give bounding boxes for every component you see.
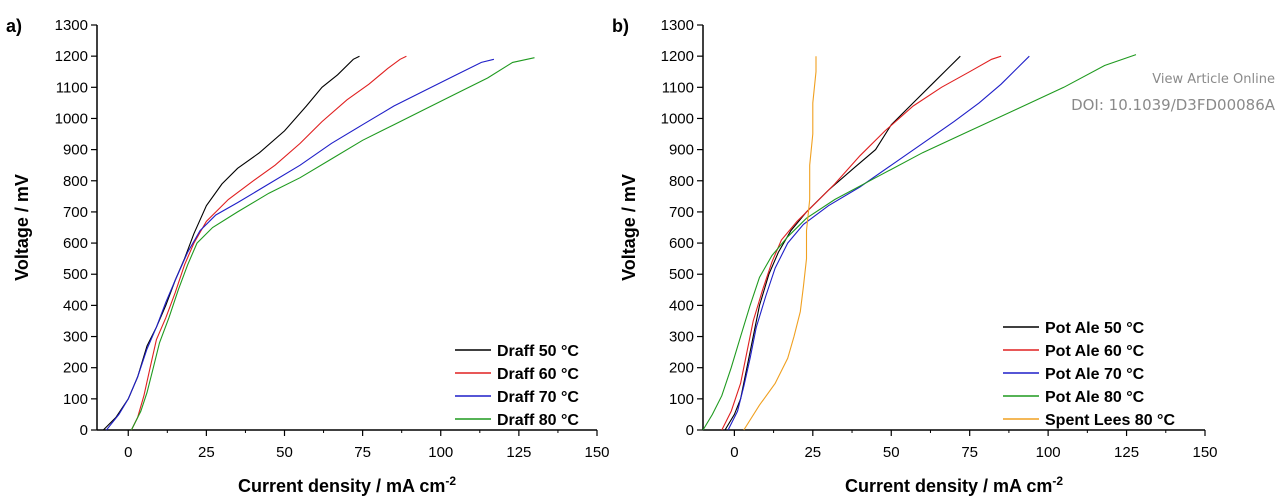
chart-panel-a: 0 25 50 75 100 125 150 0 100 200 300 400 500 600 700 80…: [6, 16, 610, 496]
x-axis-label-superscript: -2: [1052, 474, 1063, 488]
y-tick-label: 700: [63, 204, 88, 221]
series-line: [724, 55, 961, 431]
x-axis-label-text: Current density / mA cm: [238, 476, 445, 496]
x-axis-label-superscript: -2: [445, 474, 456, 488]
x-tick-label: 100: [428, 444, 453, 461]
y-tick-label: 1000: [661, 110, 694, 127]
legend-label: Pot Ale 60 °C: [1045, 343, 1145, 360]
y-tick-label: 1200: [661, 48, 694, 65]
y-tick-label: 800: [63, 173, 88, 190]
x-tick-label: 0: [124, 444, 132, 461]
series-line: [102, 55, 360, 431]
x-axis-label: Current density / mA cm-2: [238, 474, 456, 496]
watermark-doi: DOI: 10.1039/D3FD00086A: [1071, 96, 1275, 114]
legend-label: Pot Ale 80 °C: [1045, 389, 1145, 406]
y-tick-label: 300: [63, 329, 88, 346]
panel-label: a): [6, 16, 22, 36]
chart-panel-b: 0 25 50 75 100 125 150 0 100 200 300 400 500 600 700 80…: [612, 16, 1218, 496]
y-tick-label: 400: [669, 297, 694, 314]
x-tick-label: 125: [1114, 444, 1139, 461]
legend-label: Pot Ale 70 °C: [1045, 366, 1145, 383]
x-axis-label: Current density / mA cm-2: [845, 474, 1063, 496]
y-tick-label: 200: [669, 360, 694, 377]
x-tick-label: 150: [1192, 444, 1217, 461]
legend-label: Draff 70 °C: [497, 389, 579, 406]
legend-label: Spent Lees 80 °C: [1045, 412, 1175, 429]
x-tick-label: 0: [730, 444, 738, 461]
y-tick-label: 600: [669, 235, 694, 252]
y-tick-label: 300: [669, 329, 694, 346]
legend-label: Draff 80 °C: [497, 412, 579, 429]
y-tick-label: 0: [686, 422, 694, 439]
y-tick-label: 600: [63, 235, 88, 252]
x-tick-label: 50: [276, 444, 293, 461]
x-tick-label: 25: [198, 444, 215, 461]
series-line: [130, 57, 535, 431]
watermark-view-article: View Article Online: [1152, 72, 1275, 87]
x-axis-label-text: Current density / mA cm: [845, 476, 1052, 496]
legend-label: Pot Ale 50 °C: [1045, 320, 1145, 337]
y-tick-label: 1100: [56, 79, 88, 96]
panel-label: b): [612, 16, 629, 36]
y-tick-label: 900: [669, 142, 694, 159]
y-tick-label: 700: [669, 204, 694, 221]
series-line: [727, 55, 1030, 431]
series-line: [743, 56, 817, 431]
y-tick-label: 100: [63, 391, 88, 408]
x-tick-label: 75: [961, 444, 978, 461]
y-tick-label: 800: [669, 173, 694, 190]
y-tick-label: 500: [669, 266, 694, 283]
x-tick-label: 100: [1036, 444, 1061, 461]
series-line: [702, 54, 1137, 431]
series-line: [130, 55, 407, 431]
y-tick-label: 1300: [661, 17, 694, 34]
series-line: [105, 58, 495, 431]
x-tick-label: 150: [584, 444, 609, 461]
y-tick-label: 100: [669, 391, 694, 408]
y-tick-label: 400: [63, 297, 88, 314]
y-tick-label: 1300: [55, 17, 88, 34]
legend-label: Draff 50 °C: [497, 343, 579, 360]
x-tick-label: 125: [506, 444, 531, 461]
legend-label: Draff 60 °C: [497, 366, 579, 383]
x-tick-label: 50: [883, 444, 900, 461]
y-tick-label: 200: [63, 360, 88, 377]
y-axis-label: Voltage / mV: [12, 174, 32, 281]
y-tick-label: 1000: [55, 110, 88, 127]
x-tick-label: 25: [804, 444, 821, 461]
x-tick-label: 75: [354, 444, 371, 461]
y-axis-label: Voltage / mV: [619, 174, 639, 281]
y-tick-label: 900: [63, 142, 88, 159]
series-line: [721, 55, 1002, 431]
y-tick-label: 1200: [55, 48, 88, 65]
y-tick-label: 500: [63, 266, 88, 283]
y-tick-label: 1100: [662, 79, 694, 96]
y-tick-label: 0: [80, 422, 88, 439]
